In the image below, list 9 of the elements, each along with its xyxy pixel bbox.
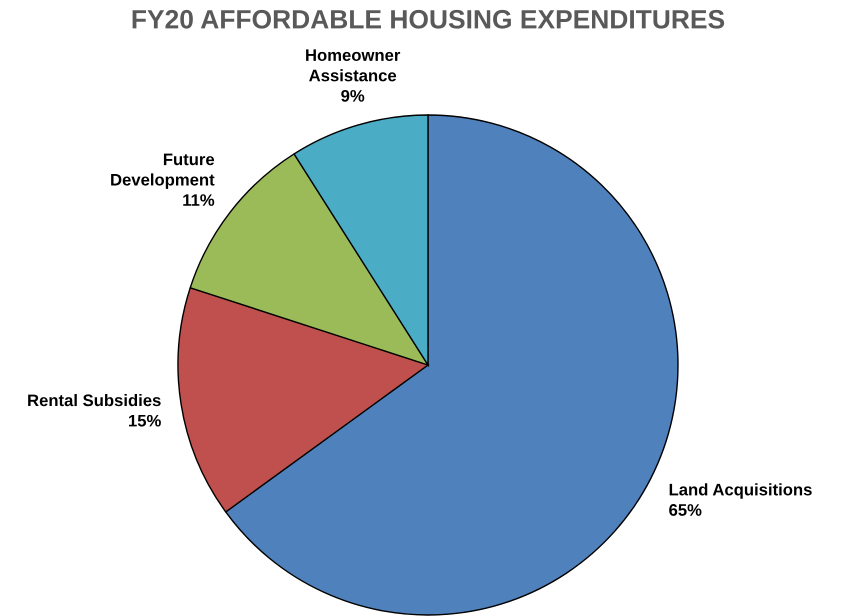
data-label: 15% <box>129 414 161 427</box>
slice-label: Homeowner Assistance <box>306 49 400 82</box>
data-label: 9% <box>341 90 364 102</box>
data-label: 65% <box>669 504 702 516</box>
slice-label: Land Acquisitions <box>670 483 812 499</box>
slice-label: Future Development <box>111 154 214 189</box>
slice-label: Rental Subsidies <box>28 394 161 406</box>
data-label: 11% <box>183 194 214 206</box>
chart-title: FY20 AFFORDABLE HOUSING EXPENDITURES <box>132 10 724 29</box>
